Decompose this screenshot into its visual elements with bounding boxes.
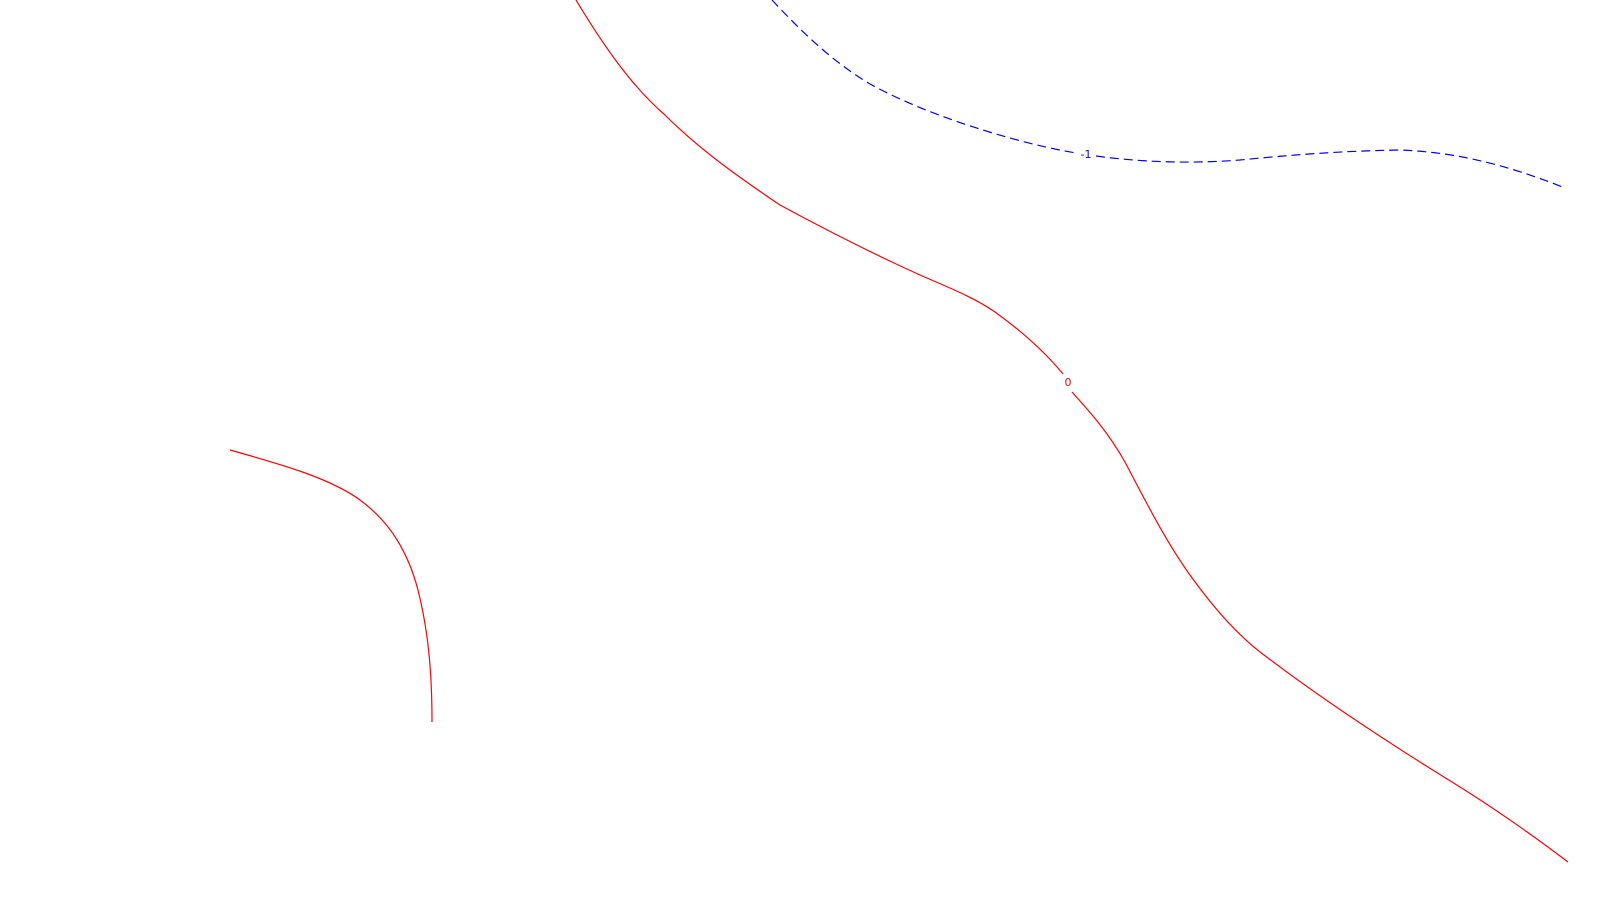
contour-line-level-0-main-upper bbox=[575, 0, 1064, 375]
contour-label-level-0: 0 bbox=[1065, 376, 1072, 389]
contour-line-level-neg1-left bbox=[771, 0, 1077, 154]
contour-line-level-0-main-lower bbox=[1071, 391, 1569, 863]
contour-label-level-neg1: -1 bbox=[1081, 148, 1092, 161]
contour-line-level-0-secondary bbox=[229, 449, 433, 723]
contour-line-level-neg1-right bbox=[1095, 149, 1566, 189]
